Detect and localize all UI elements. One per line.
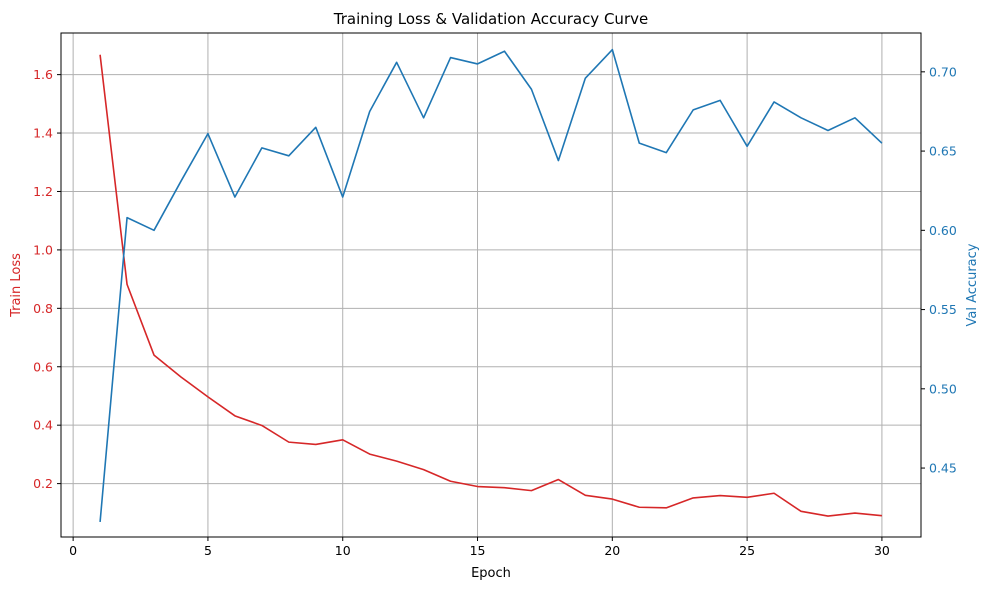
left-tick-label: 0.6 xyxy=(33,359,53,374)
right-tick-label: 0.70 xyxy=(929,64,957,79)
left-tick-label: 1.6 xyxy=(33,67,53,82)
x-axis-ticks: 0 5 10 15 20 25 30 xyxy=(69,537,890,558)
right-tick-label: 0.60 xyxy=(929,223,957,238)
x-tick-label: 25 xyxy=(739,543,755,558)
x-tick-label: 30 xyxy=(874,543,890,558)
left-axis-label: Train Loss xyxy=(9,253,24,318)
right-tick-label: 0.50 xyxy=(929,381,957,396)
x-tick-label: 5 xyxy=(204,543,212,558)
plot-series xyxy=(99,48,883,523)
train-loss-line xyxy=(99,54,882,517)
left-axis-ticks: 0.2 0.4 0.6 0.8 1.0 1.2 1.4 1.6 xyxy=(33,67,61,491)
grid-lines xyxy=(61,33,921,537)
left-tick-label: 1.4 xyxy=(33,126,53,141)
val-accuracy-line xyxy=(99,48,883,523)
x-axis-label: Epoch xyxy=(471,566,511,581)
left-tick-label: 0.4 xyxy=(33,418,53,433)
right-tick-label: 0.45 xyxy=(929,461,957,476)
right-axis-label: Val Accuracy xyxy=(965,243,980,326)
right-axis-ticks: 0.45 0.50 0.55 0.60 0.65 0.70 xyxy=(921,64,957,476)
x-tick-label: 10 xyxy=(335,543,351,558)
x-tick-label: 0 xyxy=(69,543,77,558)
right-tick-label: 0.65 xyxy=(929,144,957,159)
plot-frame xyxy=(60,32,922,538)
x-tick-label: 15 xyxy=(470,543,486,558)
right-tick-label: 0.55 xyxy=(929,302,957,317)
left-tick-label: 0.2 xyxy=(33,476,53,491)
chart-title: Training Loss & Validation Accuracy Curv… xyxy=(333,10,648,28)
x-tick-label: 20 xyxy=(604,543,620,558)
left-tick-label: 0.8 xyxy=(33,301,53,316)
left-tick-label: 1.2 xyxy=(33,184,53,199)
left-tick-label: 1.0 xyxy=(33,242,53,257)
